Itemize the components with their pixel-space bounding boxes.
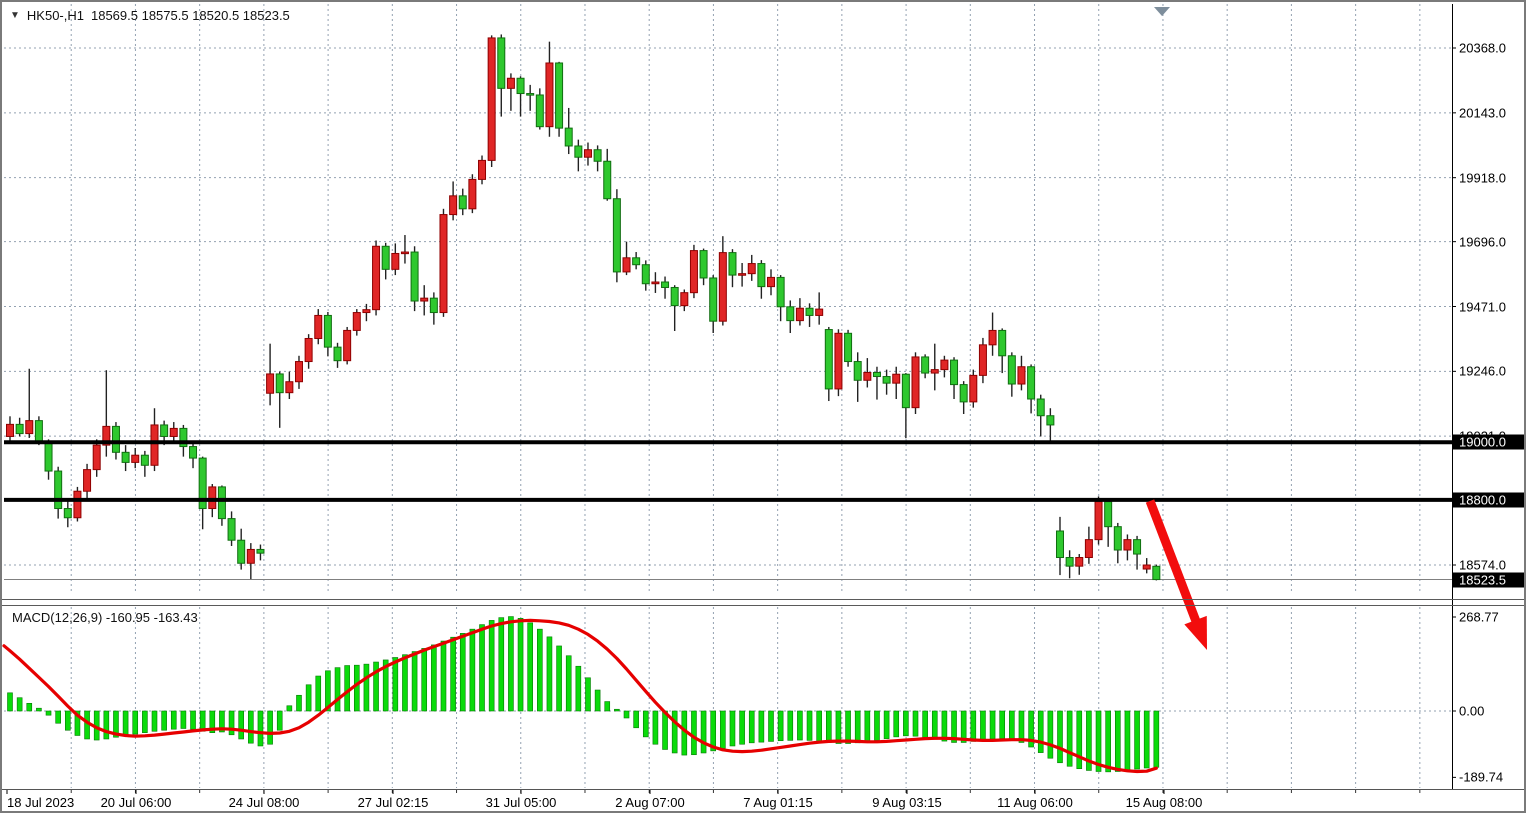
time-tick-label: 9 Aug 03:15 — [872, 795, 942, 810]
macd-tick-label: 268.77 — [1459, 609, 1499, 625]
level-price-label: 19000.0 — [1453, 434, 1524, 450]
symbol-period-label: HK50-,H1 — [26, 8, 84, 23]
time-axis-border — [2, 789, 1524, 790]
level-price-label: 18800.0 — [1453, 492, 1524, 508]
price-tick-label: 19246.0 — [1459, 363, 1506, 379]
price-tick-label: 20143.0 — [1459, 105, 1506, 121]
current-price-label: 18523.5 — [1453, 572, 1524, 588]
price-tick-label: 19471.0 — [1459, 299, 1506, 314]
price-scale-border — [1452, 4, 1453, 789]
chart-title: ▼ HK50-,H1 18569.5 18575.5 18520.5 18523… — [10, 8, 290, 23]
ohlc-values-label: 18569.5 18575.5 18520.5 18523.5 — [90, 8, 290, 23]
macd-tick-label: 0.00 — [1459, 703, 1485, 719]
time-tick-label: 15 Aug 08:00 — [1125, 795, 1203, 810]
time-tick-label: 18 Jul 2023 — [7, 795, 75, 810]
panel-divider[interactable] — [2, 599, 1524, 600]
time-tick-label: 27 Jul 02:15 — [357, 795, 429, 810]
symbol-dropdown-icon[interactable]: ▼ — [10, 10, 20, 21]
time-tick-label: 2 Aug 07:00 — [615, 795, 685, 810]
time-tick-label: 24 Jul 08:00 — [228, 795, 300, 810]
time-tick-label: 7 Aug 01:15 — [743, 795, 813, 810]
price-tick-label: 18574.0 — [1459, 557, 1506, 573]
scroll-to-end-icon[interactable] — [1154, 7, 1170, 16]
macd-tick-label: -189.74 — [1459, 769, 1504, 785]
time-tick-label: 11 Aug 06:00 — [997, 795, 1073, 810]
price-tick-label: 19918.0 — [1459, 170, 1506, 186]
price-tick-label: 19696.0 — [1459, 234, 1506, 250]
time-tick-label: 20 Jul 06:00 — [100, 795, 172, 810]
panel-divider[interactable] — [2, 605, 1524, 606]
price-tick-label: 20368.0 — [1459, 40, 1506, 56]
macd-indicator-label: MACD(12,26,9) -160.95 -163.43 — [12, 610, 198, 625]
time-tick-label: 31 Jul 05:00 — [485, 795, 557, 810]
